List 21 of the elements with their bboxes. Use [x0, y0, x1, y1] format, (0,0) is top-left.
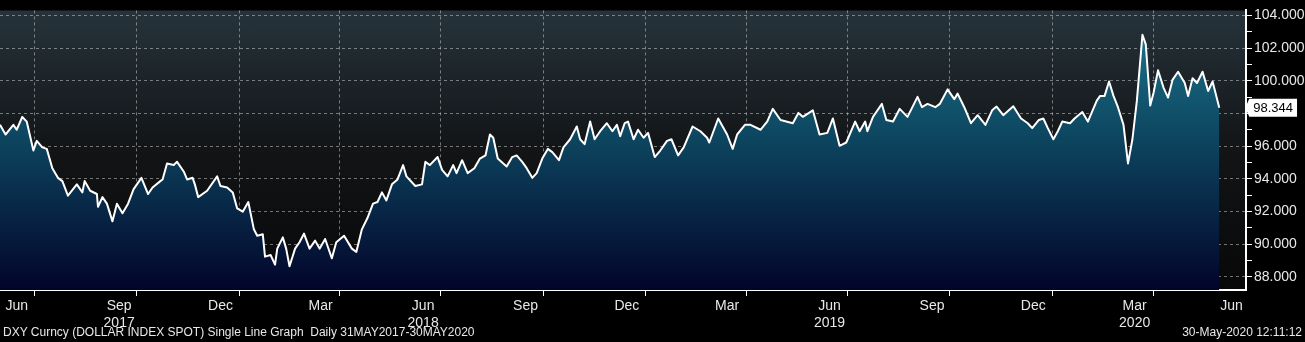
x-tick-label: Dec [614, 297, 640, 314]
x-tick-label: Dec [208, 297, 233, 314]
x-tick-label: Sep [513, 297, 539, 314]
y-tick-label: 92.000 [1254, 202, 1298, 219]
y-tick-label: 90.000 [1254, 235, 1298, 252]
y-tick-label: 94.000 [1254, 169, 1298, 186]
y-tick-label: 104.000 [1254, 6, 1305, 23]
x-tick-label: Dec [1020, 297, 1046, 314]
x-tick-label: Mar 2020 [1119, 297, 1151, 331]
y-tick-label: 100.000 [1254, 71, 1305, 88]
text: 30-May-2020 12:11:12 [1182, 325, 1303, 340]
x-tick-label: Mar [715, 297, 740, 314]
y-tick-label: 88.000 [1254, 267, 1298, 284]
y-tick-label: 102.000 [1254, 38, 1305, 55]
x-tick-label: Mar [308, 297, 334, 314]
x-tick-label: Jun [1220, 297, 1243, 314]
y-tick-label: 96.000 [1254, 136, 1298, 153]
x-tick-label: Jun 2019 [813, 297, 846, 331]
x-tick-label: Sep [919, 297, 945, 314]
annotation: 98.344 [1253, 100, 1294, 116]
x-tick-label: Jun [5, 297, 28, 314]
